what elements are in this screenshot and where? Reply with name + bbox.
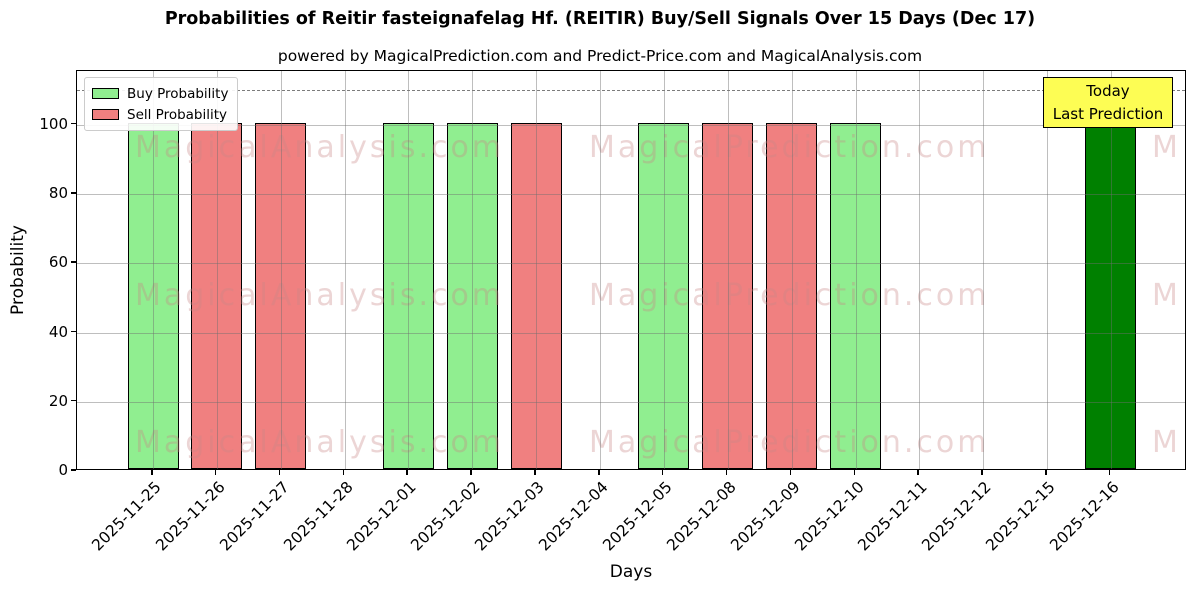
x-tick-mark [214,470,217,475]
watermark-text: M [1152,130,1181,165]
x-tick-mark [661,470,664,475]
dashed-threshold-line [77,90,1185,92]
legend-item-buy: Buy Probability [92,83,228,104]
h-gridline [77,194,1185,196]
v-gridline [280,71,282,469]
chart-subtitle: powered by MagicalPrediction.com and Pre… [277,47,923,65]
y-tick-mark [71,399,76,402]
v-gridline [472,71,474,469]
v-gridline [536,71,538,469]
bar-today [1085,122,1137,469]
bar-buy [638,122,690,469]
h-gridline [77,263,1185,265]
v-gridline [216,71,218,469]
chart-title: Probabilities of Reitir fasteignafelag H… [164,9,1036,29]
x-tick-mark [342,470,345,475]
x-tick-mark [853,470,856,475]
bar-buy [446,122,498,469]
v-gridline [919,71,921,469]
v-gridline [983,71,985,469]
bar-sell [510,122,562,469]
v-gridline [663,71,665,469]
legend-label-sell: Sell Probability [127,106,228,123]
v-gridline [855,71,857,469]
h-gridline [77,332,1185,334]
v-gridline [1047,71,1049,469]
bar-buy [830,122,882,469]
y-tick-label: 20 [48,391,68,410]
watermark-text: M [1152,278,1181,313]
x-tick-mark [278,470,281,475]
v-gridline [344,71,346,469]
annotation-line1: Today [1086,82,1130,100]
y-tick-label: 60 [48,253,68,272]
x-tick-mark [725,470,728,475]
bar-sell [702,122,754,469]
legend-label-buy: Buy Probability [127,85,229,102]
v-gridline [727,71,729,469]
buy-swatch-icon [92,88,119,99]
bar-sell [766,122,818,469]
sell-swatch-icon [92,109,119,120]
h-gridline [77,401,1185,403]
y-tick-label: 40 [48,322,68,341]
y-tick-mark [71,330,76,333]
today-annotation-box: Today Last Prediction [1043,77,1173,128]
bar-buy [127,122,179,469]
watermark-text: M [1152,425,1181,460]
x-tick-mark [598,470,600,475]
v-gridline [600,71,602,469]
y-tick-mark [71,261,76,263]
x-axis-label: Days [609,562,653,582]
legend: Buy Probability Sell Probability [84,77,239,131]
v-gridline [408,71,410,469]
x-tick-mark [917,470,919,475]
x-tick-mark [1108,470,1111,475]
v-gridline [153,71,154,469]
annotation-line2: Last Prediction [1052,104,1164,123]
x-tick-mark [789,470,792,475]
x-tick-mark [534,470,536,475]
plot-area: MagicalAnalysis.com MagicalPrediction.com… [76,70,1186,470]
x-tick-mark [1045,470,1047,475]
bar-sell [255,122,307,469]
y-tick-mark [71,122,76,125]
bar-sell [191,122,243,469]
x-tick-mark [981,470,983,475]
y-tick-mark [71,192,76,194]
y-tick-label: 0 [58,461,68,479]
v-gridline [791,71,793,469]
y-tick-mark [71,469,76,471]
v-gridline [1110,71,1112,469]
y-tick-label: 100 [39,114,68,133]
bar-buy [382,122,434,469]
x-tick-mark [470,470,472,475]
x-tick-mark [151,470,153,475]
legend-item-sell: Sell Probability [92,104,228,125]
y-tick-label: 80 [48,184,68,203]
x-tick-mark [406,470,408,475]
h-gridline [77,124,1185,126]
